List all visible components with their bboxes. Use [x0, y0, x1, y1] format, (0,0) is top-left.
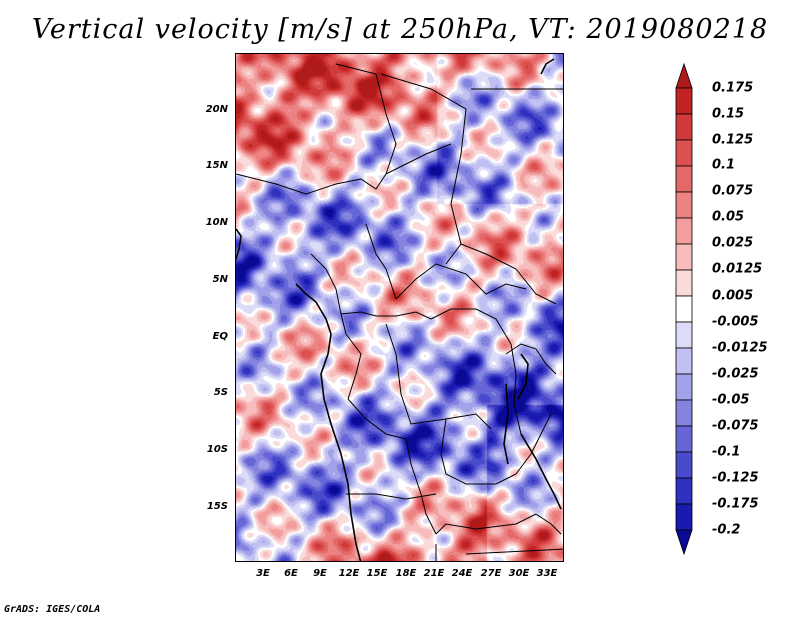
lon-label-9e: 9E: [313, 568, 327, 579]
colorbar-swatch: [675, 87, 693, 115]
lon-label-3e: 3E: [256, 568, 270, 579]
lat-label-15n: 15N: [205, 160, 228, 171]
lon-label-6e: 6E: [284, 568, 298, 579]
grads-credit: GrADS: IGES/COLA: [4, 604, 101, 615]
colorbar-label: -0.05: [712, 392, 750, 408]
colorbar-label: -0.125: [712, 470, 759, 486]
border-line: [410, 463, 437, 535]
colorbar-swatch: [675, 269, 693, 297]
border-line: [430, 308, 512, 345]
colorbar-swatch: [675, 503, 693, 531]
border-line: [505, 343, 557, 375]
border-line: [535, 513, 562, 535]
coastline: [236, 228, 242, 260]
vertical-velocity-field: [236, 54, 563, 561]
colorbar-label: 0.0125: [712, 261, 763, 277]
colorbar-swatch: [675, 451, 693, 479]
border-line: [346, 493, 437, 500]
colorbar-swatch: [675, 347, 693, 375]
colorbar-label: -0.005: [712, 314, 759, 330]
colorbar-swatch: [675, 217, 693, 245]
colorbar-label: 0.15: [712, 106, 745, 122]
border-line: [460, 243, 557, 305]
colorbar-label: -0.1: [712, 444, 741, 460]
border-line: [385, 323, 492, 430]
colorbar-swatch: [675, 139, 693, 167]
colorbar-label: 0.025: [712, 235, 754, 251]
lon-label-24e: 24E: [451, 568, 473, 579]
colorbar-swatch: [675, 399, 693, 427]
coastline: [517, 353, 529, 400]
border-line: [465, 548, 563, 555]
colorbar-label: -0.2: [712, 522, 741, 538]
colorbar-bottom-arrow: [675, 529, 693, 556]
lat-label-eq: EQ: [212, 331, 228, 342]
border-line: [510, 343, 522, 435]
colorbar: [675, 62, 693, 556]
colorbar-label: -0.025: [712, 366, 759, 382]
border-line: [310, 253, 347, 335]
border-line: [340, 311, 432, 320]
colorbar-swatch: [675, 243, 693, 271]
colorbar-label: 0.175: [712, 80, 754, 96]
colorbar-label: 0.075: [712, 183, 754, 199]
lat-label-10n: 10N: [205, 217, 228, 228]
colorbar-label: 0.005: [712, 288, 754, 304]
colorbar-label: 0.125: [712, 132, 754, 148]
border-line: [345, 333, 362, 400]
lon-label-15e: 15E: [366, 568, 388, 579]
colorbar-swatch: [675, 165, 693, 193]
border-line: [365, 223, 397, 300]
lat-label-5n: 5N: [212, 274, 228, 285]
lon-label-18e: 18E: [395, 568, 417, 579]
lon-label-27e: 27E: [480, 568, 502, 579]
colorbar-label: 0.05: [712, 209, 745, 225]
coastline: [520, 433, 562, 510]
colorbar-label: -0.0125: [712, 340, 768, 356]
colorbar-swatch: [675, 295, 693, 323]
chart-title: Vertical velocity [m/s] at 250hPa, VT: 2…: [31, 14, 769, 45]
colorbar-swatch: [675, 373, 693, 401]
colorbar-label: -0.075: [712, 418, 759, 434]
country-borders-overlay: [236, 58, 563, 561]
lon-label-21e: 21E: [423, 568, 445, 579]
border-line: [515, 413, 552, 475]
colorbar-label: 0.1: [712, 157, 736, 173]
lat-label-20n: 20N: [205, 104, 228, 115]
lon-label-30e: 30E: [508, 568, 530, 579]
colorbar-swatch: [675, 113, 693, 141]
colorbar-top-arrow: [675, 62, 693, 89]
border-line: [335, 63, 397, 175]
border-line: [440, 418, 517, 485]
coastline: [503, 383, 509, 465]
lon-label-33e: 33E: [536, 568, 558, 579]
lat-label-15s: 15S: [206, 501, 228, 512]
border-line: [435, 513, 537, 535]
border-line: [380, 73, 467, 265]
lat-label-5s: 5S: [213, 387, 228, 398]
border-line: [236, 143, 452, 195]
border-line: [347, 398, 412, 465]
colorbar-swatch: [675, 321, 693, 349]
colorbar-swatch: [675, 477, 693, 505]
colorbar-label: -0.175: [712, 496, 759, 512]
coastline: [295, 283, 362, 561]
colorbar-swatch: [675, 191, 693, 219]
lon-label-12e: 12E: [338, 568, 360, 579]
border-line: [395, 263, 527, 300]
map-plot-area: [235, 53, 564, 562]
coastline: [540, 58, 555, 75]
lat-label-10s: 10S: [206, 444, 228, 455]
colorbar-swatch: [675, 425, 693, 453]
